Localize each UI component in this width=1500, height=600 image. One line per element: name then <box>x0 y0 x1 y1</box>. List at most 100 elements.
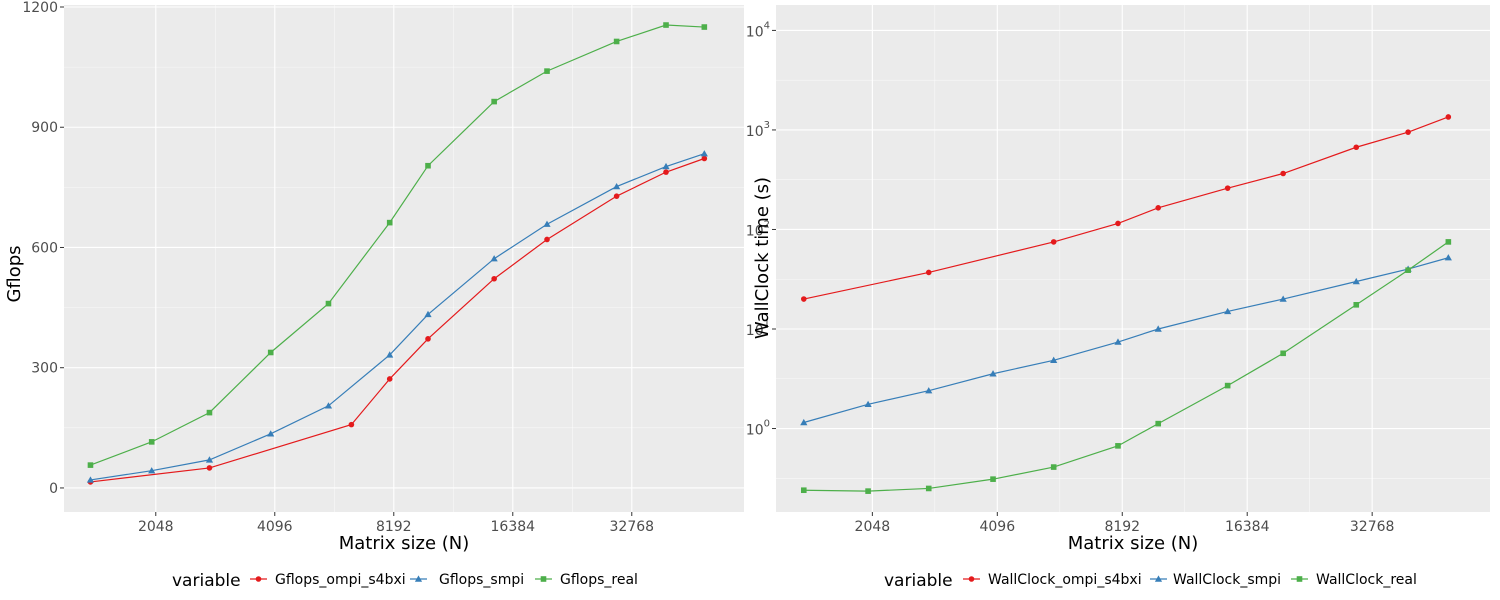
data-point <box>1224 307 1232 315</box>
series-WallClock_ompi_s4bxi <box>800 114 1452 302</box>
y-tick-label: 1200 <box>22 0 58 16</box>
data-point <box>865 488 871 494</box>
x-tick-label: 16384 <box>1225 519 1270 535</box>
legend-item: WallClock_real <box>1291 572 1417 588</box>
data-point <box>800 418 808 426</box>
y-tick-label-base: 10 <box>746 24 764 40</box>
data-point <box>1050 464 1057 470</box>
legend-item: WallClock_ompi_s4bxi <box>963 572 1142 588</box>
x-tick-label: 32768 <box>1350 519 1395 535</box>
legend: variable WallClock_ompi_s4bxi WallClock_sm… <box>884 571 1417 591</box>
data-point <box>925 387 933 394</box>
data-point <box>324 402 333 409</box>
data-point <box>662 162 670 170</box>
data-point <box>348 421 355 428</box>
data-point <box>1444 254 1452 261</box>
data-point <box>1280 170 1286 177</box>
data-point <box>1405 129 1411 135</box>
data-point <box>87 462 94 468</box>
data-point <box>1353 144 1360 151</box>
data-point <box>1279 295 1287 302</box>
legend-key-marker <box>255 576 262 582</box>
data-point <box>989 370 997 377</box>
data-point <box>1445 239 1452 245</box>
data-point <box>800 487 807 494</box>
data-point <box>386 376 393 382</box>
x-tick-label: 32768 <box>610 519 655 535</box>
data-point <box>990 476 996 482</box>
data-point <box>490 255 498 262</box>
data-point <box>86 476 95 483</box>
data-point <box>386 219 393 226</box>
x-tick-label: 2048 <box>138 519 174 535</box>
series-WallClock_smpi <box>800 254 1452 426</box>
data-point <box>925 485 932 492</box>
data-point <box>491 275 497 282</box>
data-point <box>267 349 274 356</box>
series-Gflops_smpi <box>86 150 708 483</box>
series-line <box>803 116 1449 300</box>
data-point <box>543 220 551 227</box>
x-axis: 2048 4096 8192 16384 32768 <box>138 512 654 535</box>
data-point <box>1155 420 1162 427</box>
data-point <box>386 351 394 358</box>
series-line <box>90 157 705 483</box>
x-axis: 2048 4096 8192 16384 32768 <box>855 512 1395 535</box>
data-point <box>1115 443 1121 449</box>
data-point <box>544 68 550 74</box>
plot-area <box>776 5 1490 512</box>
y-tick-label: 103 <box>746 120 770 140</box>
legend-item: Gflops_smpi <box>410 572 524 588</box>
x-tick-label: 4096 <box>257 519 293 535</box>
legend-label: Gflops_ompi_s4bxi <box>275 572 406 588</box>
data-point <box>148 467 156 474</box>
y-tick-label-base: 10 <box>746 423 764 439</box>
y-tick-label: 102 <box>746 219 770 239</box>
y-tick-label-base: 10 <box>746 323 764 339</box>
data-point <box>1155 205 1162 211</box>
y-tick-label: 900 <box>31 120 58 136</box>
legend-title: variable <box>884 571 953 591</box>
series-WallClock_real <box>800 239 1452 494</box>
data-point <box>491 98 497 105</box>
data-point <box>663 169 669 175</box>
series-line <box>803 257 1449 424</box>
data-point <box>800 296 807 302</box>
data-point <box>425 336 431 342</box>
legend-key-marker <box>968 576 975 582</box>
data-point <box>206 465 213 471</box>
series-line <box>803 241 1449 492</box>
chart-panel-1: 2048 4096 8192 16384 32768 0 300 600 900 1200 Matr… <box>4 0 744 591</box>
data-point <box>205 456 214 463</box>
x-axis-title: Matrix size (N) <box>339 533 470 554</box>
y-tick-label: 0 <box>49 481 58 497</box>
legend-item: Gflops_real <box>535 572 638 588</box>
data-point <box>864 400 872 408</box>
series-Gflops_real <box>87 22 708 468</box>
data-point <box>1224 382 1231 389</box>
data-point <box>148 439 155 445</box>
legend-item: WallClock_smpi <box>1150 572 1281 588</box>
y-tick-label-base: 10 <box>746 223 764 239</box>
data-point <box>1445 114 1452 120</box>
legend-item: Gflops_ompi_s4bxi <box>250 572 406 588</box>
minor-gridlines <box>64 5 744 512</box>
series-line <box>90 153 705 481</box>
legend-key-marker <box>414 575 423 582</box>
y-tick-label-exponent: 0 <box>764 419 770 430</box>
data-point <box>613 182 621 190</box>
y-tick-label: 600 <box>31 240 58 256</box>
y-tick-label-exponent: 3 <box>764 120 770 131</box>
legend-key-marker <box>1154 575 1163 582</box>
data-point <box>1050 239 1057 245</box>
y-tick-label-exponent: 2 <box>764 219 770 230</box>
data-point <box>1114 338 1122 345</box>
data-point <box>1353 302 1360 308</box>
major-gridlines <box>64 5 744 512</box>
data-point <box>424 310 432 318</box>
data-point <box>663 22 669 28</box>
data-point <box>1405 267 1411 273</box>
y-axis: 0 300 600 900 1200 <box>22 0 64 497</box>
